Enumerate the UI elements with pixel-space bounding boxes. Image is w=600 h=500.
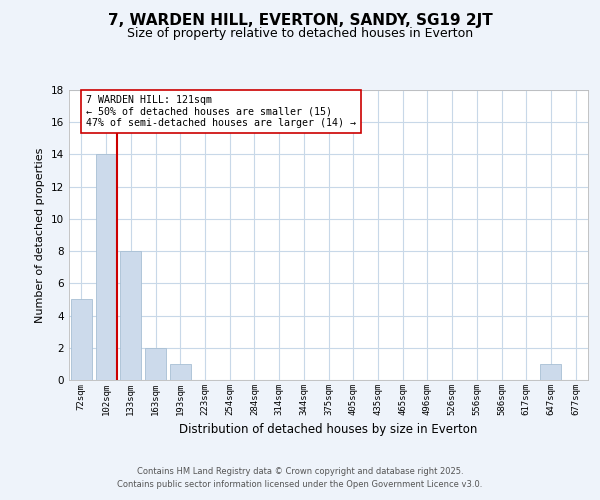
Y-axis label: Number of detached properties: Number of detached properties (35, 148, 46, 322)
Bar (120, 251, 141, 380)
Text: 7 WARDEN HILL: 121sqm
← 50% of detached houses are smaller (15)
47% of semi-deta: 7 WARDEN HILL: 121sqm ← 50% of detached … (86, 95, 356, 128)
Text: Contains HM Land Registry data © Crown copyright and database right 2025.: Contains HM Land Registry data © Crown c… (137, 467, 463, 476)
Bar (541, 364, 562, 380)
Text: Contains public sector information licensed under the Open Government Licence v3: Contains public sector information licen… (118, 480, 482, 489)
Bar (71, 300, 92, 380)
X-axis label: Distribution of detached houses by size in Everton: Distribution of detached houses by size … (179, 424, 478, 436)
Bar (170, 364, 191, 380)
Bar (95, 154, 116, 380)
Bar (145, 348, 166, 380)
Text: Size of property relative to detached houses in Everton: Size of property relative to detached ho… (127, 28, 473, 40)
Text: 7, WARDEN HILL, EVERTON, SANDY, SG19 2JT: 7, WARDEN HILL, EVERTON, SANDY, SG19 2JT (107, 12, 493, 28)
